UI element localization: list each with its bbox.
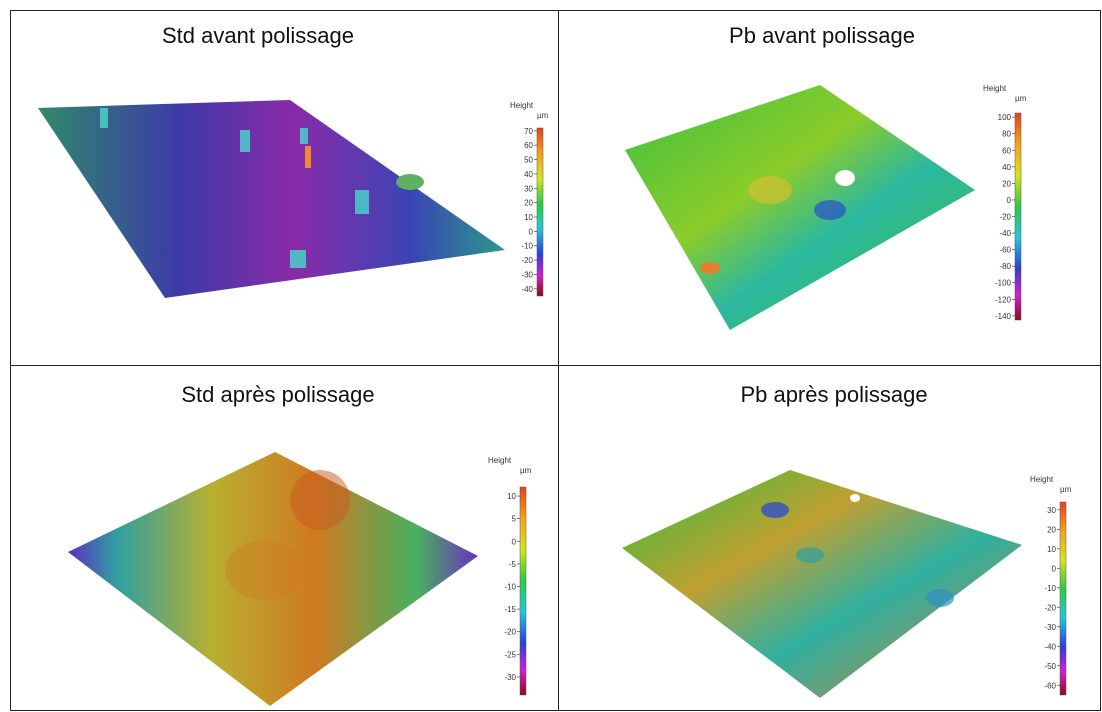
colorbar-unit: µm <box>1060 485 1072 494</box>
tick-label: 60 <box>1002 146 1011 155</box>
tick-label: 0 <box>512 537 517 546</box>
tick-label: 0 <box>1052 564 1057 573</box>
tick-label: 40 <box>1002 163 1011 172</box>
tick-label: -15 <box>504 605 516 614</box>
tick-label: -5 <box>509 560 517 569</box>
surface-1 <box>38 100 505 298</box>
tick-label: -20 <box>999 213 1011 222</box>
tick-label: 80 <box>1002 130 1011 139</box>
tick-label: -10 <box>1044 584 1056 593</box>
tick-label: 10 <box>507 492 516 501</box>
panel-title: Pb avant polissage <box>729 23 915 48</box>
colorbar-label: Height <box>510 101 534 110</box>
tick-label: -20 <box>1044 603 1056 612</box>
colorbar-label: Height <box>1030 475 1054 484</box>
colorbar-unit: µm <box>520 466 532 475</box>
tick-label: 0 <box>1007 196 1012 205</box>
tick-label: 60 <box>524 141 533 150</box>
tick-label: 40 <box>524 170 533 179</box>
tick-label: -20 <box>504 628 516 637</box>
surface-4 <box>622 470 1022 698</box>
tick-label: 20 <box>1002 179 1011 188</box>
tick-label: -100 <box>995 279 1012 288</box>
tick-label: 100 <box>998 113 1012 122</box>
tick-label: 70 <box>524 127 533 136</box>
tick-label: 20 <box>1047 525 1056 534</box>
tick-label: -20 <box>521 256 533 265</box>
tick-label: -40 <box>1044 642 1056 651</box>
tick-label: 5 <box>512 515 517 524</box>
colorbar-label: Height <box>488 456 512 465</box>
tick-label: -140 <box>995 312 1012 321</box>
colorbar-unit: µm <box>1015 94 1027 103</box>
tick-label: -30 <box>1044 623 1056 632</box>
tick-label: 20 <box>524 199 533 208</box>
tick-label: 50 <box>524 156 533 165</box>
tick-label: 10 <box>524 213 533 222</box>
tick-label: -120 <box>995 295 1012 304</box>
tick-label: -60 <box>999 246 1011 255</box>
tick-label: 30 <box>524 184 533 193</box>
tick-label: 0 <box>529 227 534 236</box>
panel-title: Std avant polissage <box>162 23 354 48</box>
colorbar <box>519 486 527 696</box>
surface-2 <box>625 85 975 330</box>
colorbar <box>1059 501 1067 696</box>
tick-label: -10 <box>521 242 533 251</box>
colorbar <box>536 127 544 297</box>
tick-label: -40 <box>999 229 1011 238</box>
table-border <box>10 10 1101 711</box>
panel-title: Std après polissage <box>181 382 374 407</box>
colorbar-unit: µm <box>537 111 549 120</box>
tick-label: -50 <box>1044 662 1056 671</box>
colorbar <box>1014 112 1022 321</box>
tick-label: -40 <box>521 285 533 294</box>
tick-label: -25 <box>504 650 516 659</box>
tick-label: -10 <box>504 582 516 591</box>
tick-label: -80 <box>999 262 1011 271</box>
surface-3 <box>68 452 478 706</box>
table-grid <box>10 10 1101 711</box>
tick-label: 30 <box>1047 506 1056 515</box>
tick-label: 10 <box>1047 545 1056 554</box>
panel-title: Pb après polissage <box>740 382 927 407</box>
tick-label: -60 <box>1044 681 1056 690</box>
tick-label: -30 <box>504 673 516 682</box>
colorbar-label: Height <box>983 84 1007 93</box>
tick-label: -30 <box>521 270 533 279</box>
